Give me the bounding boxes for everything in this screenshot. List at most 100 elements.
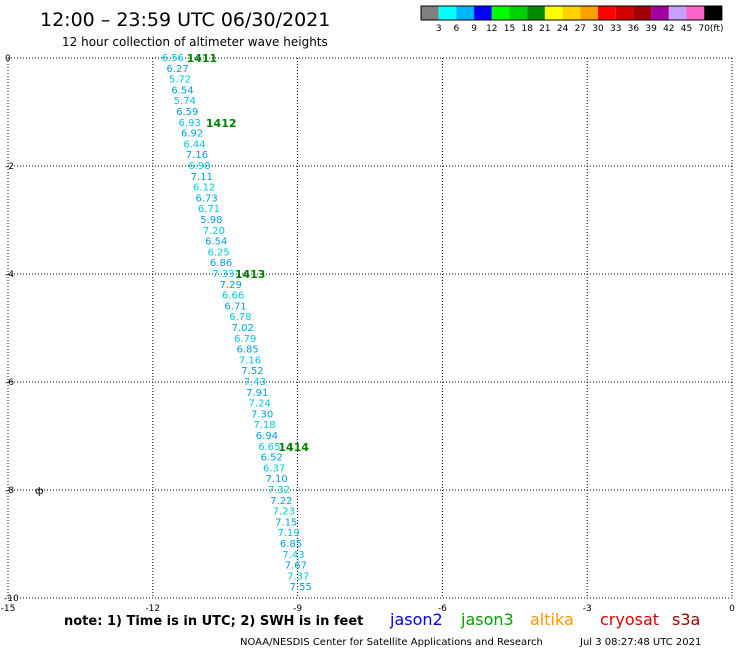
- satellite-legend-altika: altika: [530, 610, 574, 629]
- x-tick-label: -3: [583, 604, 592, 614]
- data-point-label: 7.02: [232, 323, 254, 334]
- colorbar-swatch: [668, 6, 687, 20]
- data-point-label: 6.85: [236, 345, 258, 356]
- colorbar-label: 6: [454, 24, 460, 34]
- data-point-label: 6.85: [280, 539, 302, 550]
- data-point-label: 6.78: [229, 312, 251, 323]
- pass-id-annotation: 1412: [206, 117, 237, 130]
- data-point-label: 6.59: [176, 107, 198, 118]
- y-tick-label: -2: [5, 162, 14, 172]
- colorbar-swatch: [544, 6, 563, 20]
- satellite-legend-jason3: jason3: [460, 610, 514, 629]
- chart-title: 12:00 – 23:59 UTC 06/30/2021: [40, 9, 330, 31]
- colorbar-label: 27: [575, 24, 586, 34]
- colorbar-swatch: [474, 6, 492, 20]
- data-point-label: 7.23: [273, 507, 295, 518]
- y-tick-label: -10: [4, 594, 19, 604]
- data-point-label: 6.71: [198, 204, 220, 215]
- data-point-label: 6.93: [179, 118, 201, 129]
- data-point-label: 7.16: [186, 150, 208, 161]
- colorbar-label: 42: [663, 24, 674, 34]
- data-point-label: 6.12: [193, 183, 215, 194]
- data-point-label: 5.74: [174, 96, 196, 107]
- colorbar-border: [420, 5, 723, 21]
- colorbar-swatch: [562, 6, 581, 20]
- footer-credit: NOAA/NESDIS Center for Satellite Applica…: [240, 637, 543, 648]
- colorbar-swatch: [509, 6, 528, 20]
- y-tick-label: -8: [5, 486, 14, 496]
- data-point-label: 6.56: [162, 53, 184, 64]
- pass-id-annotation: 1413: [235, 268, 266, 281]
- data-point-label: 7.11: [191, 172, 213, 183]
- footer-timestamp: Jul 3 08:27:48 UTC 2021: [579, 637, 701, 648]
- data-point-label: 7.91: [246, 388, 268, 399]
- data-point-label: 7.15: [275, 517, 297, 528]
- colorbar-swatch: [438, 6, 457, 20]
- satellite-legend-jason2: jason2: [389, 610, 443, 629]
- colorbar-swatch: [704, 6, 722, 20]
- satellite-legend: jason2 jason3 altika cryosat s3a: [389, 610, 700, 629]
- data-point-label: 6.92: [181, 129, 203, 140]
- data-point-label: 6.66: [222, 291, 244, 302]
- colorbar-label: 45: [681, 24, 692, 34]
- data-point-label: 7.16: [239, 355, 261, 366]
- data-point-label: 6.54: [205, 237, 227, 248]
- data-point-label: 6.94: [256, 431, 278, 442]
- data-point-label: 5.72: [169, 75, 191, 86]
- y-tick-label: 0: [5, 54, 11, 64]
- data-point-label: 6.73: [195, 193, 217, 204]
- x-tick-label: -6: [438, 604, 447, 614]
- data-point-label: 7.24: [249, 399, 271, 410]
- data-point-label: 7.22: [270, 496, 292, 507]
- x-tick-label: -12: [145, 604, 160, 614]
- satellite-legend-s3a: s3a: [672, 610, 700, 629]
- data-point-label: 7.43: [282, 550, 304, 561]
- colorbar-swatch: [580, 6, 598, 20]
- x-tick-label: -15: [1, 604, 16, 614]
- data-point-label: 6.65: [258, 442, 280, 453]
- colorbar: 3 6 9 12 15 18 21 24 27 30 33 36 39 42 45 70 (ft): [420, 5, 724, 34]
- colorbar-swatch: [421, 6, 439, 20]
- data-point-label: 6.71: [224, 301, 246, 312]
- data-point-label: 7.10: [265, 474, 287, 485]
- colorbar-swatch: [598, 6, 616, 20]
- colorbar-label: 24: [557, 24, 569, 34]
- chart-subtitle: 12 hour collection of altimeter wave hei…: [62, 35, 328, 49]
- footer-note: note: 1) Time is in UTC; 2) SWH is in fe…: [64, 614, 363, 629]
- data-point-label: 6.86: [210, 258, 232, 269]
- colorbar-swatch: [527, 6, 545, 20]
- data-point-label: 7.52: [241, 366, 263, 377]
- data-point-label: 7.20: [203, 226, 225, 237]
- annotations: 1411 1412 1413 1414 ф: [35, 52, 309, 497]
- data-point-label: 5.98: [200, 215, 222, 226]
- colorbar-label: 21: [539, 24, 550, 34]
- axis-ticks: -15 -12 -9 -6 -3 0 0 -2 -4 -6 -8 -10: [1, 54, 735, 614]
- data-point-label: 7.67: [285, 561, 307, 572]
- plot-grid: [7, 57, 733, 599]
- colorbar-unit: (ft): [710, 24, 724, 34]
- colorbar-swatch: [633, 6, 652, 20]
- data-point-label: 6.79: [234, 334, 256, 345]
- data-point-label: 7.19: [278, 528, 300, 539]
- data-point-label: 6.44: [183, 139, 205, 150]
- data-point-label: 7.55: [290, 582, 312, 593]
- pass-id-annotation: 1411: [187, 52, 218, 65]
- data-points: 6.566.275.726.545.746.596.936.926.447.16…: [162, 53, 312, 593]
- colorbar-label: 70: [698, 24, 710, 34]
- colorbar-label: 33: [610, 24, 621, 34]
- data-point-label: 7.30: [251, 409, 273, 420]
- data-point-label: 6.37: [263, 463, 285, 474]
- colorbar-swatch: [491, 6, 510, 20]
- data-point-label: 7.32: [268, 485, 290, 496]
- y-tick-label: -6: [5, 378, 14, 388]
- data-point-label: 7.29: [220, 280, 242, 291]
- colorbar-label: 30: [592, 24, 604, 34]
- colorbar-label: 12: [486, 24, 497, 34]
- satellite-legend-cryosat: cryosat: [600, 610, 659, 629]
- data-point-label: 6.25: [208, 247, 230, 258]
- data-point-label: 7.37: [287, 571, 309, 582]
- data-point-label: 7.33: [212, 269, 234, 280]
- colorbar-label: 15: [504, 24, 515, 34]
- pass-id-annotation: 1414: [278, 441, 309, 454]
